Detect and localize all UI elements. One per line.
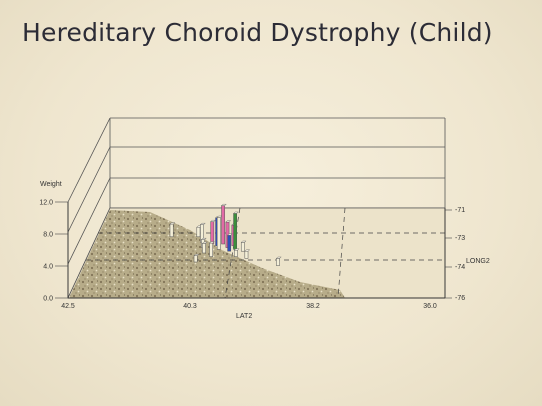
floor-gridlines [86, 207, 445, 299]
bar [220, 203, 227, 245]
bar [227, 233, 233, 252]
bars [169, 203, 282, 266]
slide-title: Hereditary Choroid Dystrophy (Child) [22, 18, 493, 47]
z-tick-label: 0.0 [43, 296, 53, 303]
y-axis-label: LONG2 [466, 258, 490, 265]
x-tick-label: 42.5 [61, 303, 75, 310]
bar [216, 215, 223, 250]
bar [193, 253, 200, 263]
bar [209, 241, 215, 257]
back-wall [109, 117, 446, 209]
y-tick-label: -76 [455, 295, 465, 302]
terrain-speckle [70, 210, 345, 298]
bar [201, 241, 208, 254]
z-axis-label: Weight [40, 181, 62, 188]
bar [233, 248, 240, 257]
x-axis-label: LAT2 [236, 313, 252, 320]
x-tick-label: 40.3 [183, 303, 197, 310]
bar [169, 222, 176, 238]
y-tick-labels: -71 -73 -74 -76 [445, 207, 465, 302]
z-tick-label: 8.0 [43, 232, 53, 239]
x-tick-label: 36.0 [423, 303, 437, 310]
z-tick-label: 12.0 [39, 200, 53, 207]
bar [275, 256, 282, 266]
y-tick-label: -73 [455, 235, 465, 242]
x-tick-label: 38.2 [306, 303, 320, 310]
z-tick-label: 4.0 [43, 264, 53, 271]
x-tick-labels: 42.5 40.3 38.2 36.0 [61, 303, 437, 310]
y-tick-label: -71 [455, 207, 465, 214]
bar [244, 249, 251, 259]
z-tick-labels: 0.0 4.0 8.0 12.0 [39, 200, 68, 303]
bar [240, 240, 247, 252]
y-tick-label: -74 [455, 264, 465, 271]
